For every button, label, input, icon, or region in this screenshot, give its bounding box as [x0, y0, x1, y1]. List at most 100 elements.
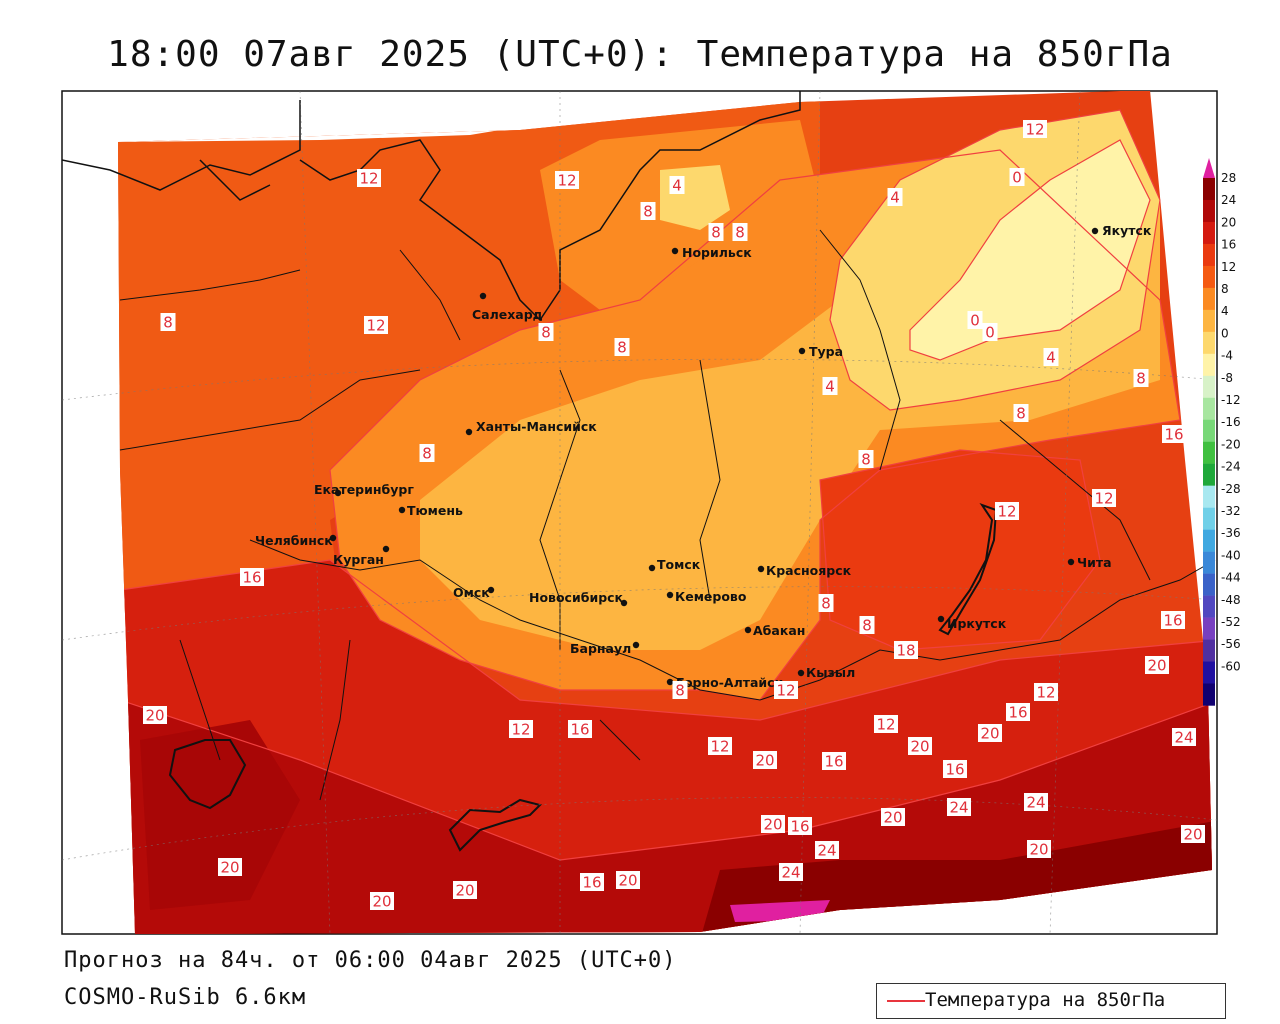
contour-label: 12 [774, 681, 798, 700]
city-dot [798, 347, 806, 355]
city-label: Ханты-Мансийск [476, 419, 597, 434]
colorbar-tick-label: 8 [1221, 282, 1229, 296]
city-dot [487, 586, 495, 594]
contour-label: 24 [1172, 728, 1196, 747]
svg-text:12: 12 [876, 716, 895, 734]
contour-label: 20 [1181, 825, 1205, 844]
city-dot [937, 615, 945, 623]
contour-label: 8 [160, 313, 176, 332]
contour-label: 4 [1043, 348, 1059, 367]
svg-text:20: 20 [618, 872, 637, 890]
svg-text:20: 20 [883, 809, 902, 827]
svg-text:12: 12 [710, 738, 729, 756]
contour-label: 24 [947, 798, 971, 817]
city-label: Абакан [753, 623, 805, 638]
grid-lines [62, 91, 1217, 934]
legend: Температура на 850гПа [876, 983, 1226, 1019]
svg-text:20: 20 [1147, 657, 1166, 675]
contour-label: 8 [1133, 369, 1149, 388]
svg-text:8: 8 [862, 617, 872, 635]
svg-text:18: 18 [896, 642, 915, 660]
svg-text:8: 8 [541, 324, 551, 342]
map-title: 18:00 07авг 2025 (UTC+0): Температура на… [107, 34, 1173, 75]
svg-text:20: 20 [1029, 841, 1048, 859]
city-dot [620, 599, 628, 607]
colorbar-tick-label: -8 [1221, 371, 1233, 385]
colorbar-segment [1203, 375, 1215, 399]
contour-label: 8 [858, 450, 874, 469]
svg-text:12: 12 [1094, 490, 1113, 508]
colorbar-segment [1203, 178, 1215, 201]
contour-label: 12 [364, 316, 388, 335]
city-label: Чита [1077, 555, 1112, 570]
city-dot [744, 626, 752, 634]
svg-text:16: 16 [1164, 426, 1183, 444]
city-label: Норильск [682, 245, 752, 260]
svg-text:8: 8 [675, 682, 685, 700]
contour-label: 16 [1161, 611, 1185, 630]
legend-line-swatch [887, 1000, 925, 1002]
svg-text:16: 16 [1163, 612, 1182, 630]
contour-label: 12 [1023, 120, 1047, 139]
contour-label: 8 [538, 323, 554, 342]
colorbar-tick-label: -60 [1221, 659, 1241, 673]
colorbar-tick-label: -32 [1221, 504, 1241, 518]
svg-text:24: 24 [781, 864, 800, 882]
city-dot [1091, 227, 1099, 235]
city-label: Курган [333, 552, 384, 567]
svg-text:24: 24 [949, 799, 968, 817]
city-label: Барнаул [570, 641, 631, 656]
contour-label: 8 [672, 681, 688, 700]
colorbar-segment [1203, 221, 1215, 245]
colorbar-segment [1203, 683, 1215, 706]
contour-label: 12 [1034, 683, 1058, 702]
svg-text:12: 12 [511, 721, 530, 739]
contour-label: 8 [1013, 404, 1029, 423]
contour-label: 16 [822, 752, 846, 771]
contour-label: 20 [881, 808, 905, 827]
svg-text:8: 8 [617, 339, 627, 357]
contour-label: 12 [357, 169, 381, 188]
svg-text:16: 16 [582, 874, 601, 892]
colorbar-tick-label: -20 [1221, 437, 1241, 451]
svg-text:4: 4 [890, 189, 900, 207]
colorbar-top-arrow [1203, 158, 1215, 178]
svg-text:20: 20 [220, 859, 239, 877]
city-dot [398, 506, 406, 514]
svg-text:12: 12 [557, 172, 576, 190]
city-label: Красноярск [766, 563, 852, 578]
colorbar-segment [1203, 573, 1215, 596]
colorbar-tick-label: -16 [1221, 415, 1241, 429]
city-dot [465, 428, 473, 436]
svg-text:8: 8 [422, 445, 432, 463]
colorbar-segment [1203, 661, 1215, 684]
contour-label: 20 [978, 724, 1002, 743]
city-label: Салехард [472, 307, 543, 322]
colorbar-tick-label: 16 [1221, 238, 1236, 252]
colorbar-tick-label: -44 [1221, 571, 1241, 585]
colorbar-segment [1203, 441, 1215, 464]
svg-text:16: 16 [824, 753, 843, 771]
colorbar-tick-label: 24 [1221, 193, 1236, 207]
svg-text:24: 24 [1174, 729, 1193, 747]
city-label: Челябинск [255, 533, 333, 548]
city-label: Томск [657, 557, 701, 572]
contour-label: 12 [555, 171, 579, 190]
contour-label: 20 [453, 881, 477, 900]
svg-text:8: 8 [735, 224, 745, 242]
svg-text:20: 20 [980, 725, 999, 743]
contour-label: 0 [982, 323, 998, 342]
contour-label: 18 [894, 641, 918, 660]
city-label: Кемерово [675, 589, 747, 604]
city-dot [666, 678, 674, 686]
contour-label: 20 [1027, 840, 1051, 859]
contour-label: 20 [753, 751, 777, 770]
city-dot [632, 641, 640, 649]
city-label: Иркутск [947, 616, 1007, 631]
svg-text:16: 16 [790, 818, 809, 836]
contour-label: 4 [669, 176, 685, 195]
svg-text:24: 24 [1026, 794, 1045, 812]
contour-label: 12 [708, 737, 732, 756]
city-dot [329, 534, 337, 542]
